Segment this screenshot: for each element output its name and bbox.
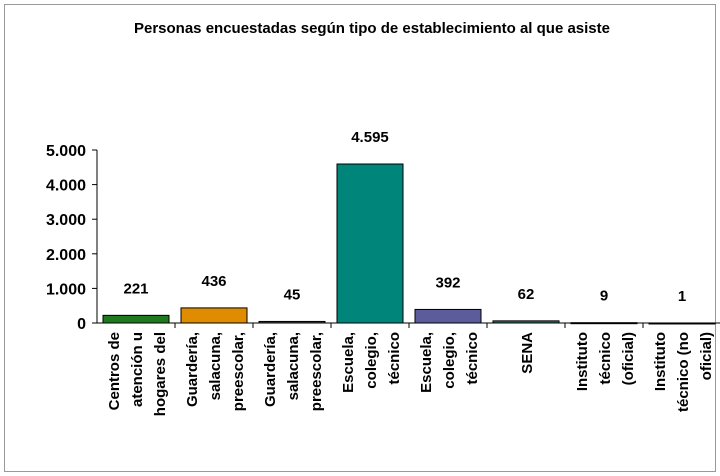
y-tick-label: 5.000 bbox=[46, 143, 86, 160]
x-tick-label: hogares del bbox=[152, 332, 169, 416]
bar bbox=[258, 320, 326, 324]
x-tick-label: Escuela, bbox=[340, 332, 357, 393]
x-tick-label: Guardería, bbox=[262, 332, 279, 407]
x-tick-label: salacuna, bbox=[285, 332, 302, 400]
x-tick-label: (oficial) bbox=[620, 332, 637, 385]
x-tick-label: Instituto bbox=[574, 332, 591, 391]
bar bbox=[180, 307, 248, 324]
value-label: 45 bbox=[284, 286, 301, 303]
x-tick-label: técnico bbox=[386, 332, 403, 385]
y-tick-label: 3.000 bbox=[46, 212, 86, 229]
x-tick-label: Escuela, bbox=[418, 332, 435, 393]
x-tick-label: preescolar, bbox=[230, 332, 247, 411]
x-tick-label: Instituto bbox=[652, 332, 669, 391]
x-tick-label: SENA bbox=[519, 332, 536, 374]
bar bbox=[336, 163, 404, 324]
bar bbox=[648, 322, 716, 325]
y-tick-label: 4.000 bbox=[46, 178, 86, 195]
chart-title: Personas encuestadas según tipo de estab… bbox=[134, 20, 610, 37]
value-label: 1 bbox=[678, 288, 686, 305]
value-label: 4.595 bbox=[351, 129, 389, 146]
value-label: 9 bbox=[600, 288, 608, 305]
value-label: 392 bbox=[435, 274, 460, 291]
y-tick-label: 2.000 bbox=[46, 247, 86, 264]
bar bbox=[570, 322, 638, 325]
value-label: 221 bbox=[123, 280, 148, 297]
value-label: 436 bbox=[201, 273, 226, 290]
value-label: 62 bbox=[518, 286, 535, 303]
bar bbox=[414, 308, 482, 324]
x-tick-label: Guardería, bbox=[184, 332, 201, 407]
x-tick-label: atención u bbox=[129, 332, 146, 407]
y-tick-label: 1.000 bbox=[46, 281, 86, 298]
bar bbox=[492, 320, 560, 324]
x-tick-label: oficial) bbox=[698, 332, 715, 380]
x-tick-label: técnico bbox=[464, 332, 481, 385]
x-tick-label: técnico bbox=[597, 332, 614, 385]
x-tick-label: colegio, bbox=[441, 332, 458, 389]
y-tick-label: 0 bbox=[77, 316, 86, 333]
x-tick-label: Centros de bbox=[106, 332, 123, 410]
bar bbox=[102, 314, 170, 324]
x-tick-label: técnico (no bbox=[675, 332, 692, 412]
x-tick-label: colegio, bbox=[363, 332, 380, 389]
x-tick-label: preescolar, bbox=[308, 332, 325, 411]
x-tick-label: salacuna, bbox=[207, 332, 224, 400]
